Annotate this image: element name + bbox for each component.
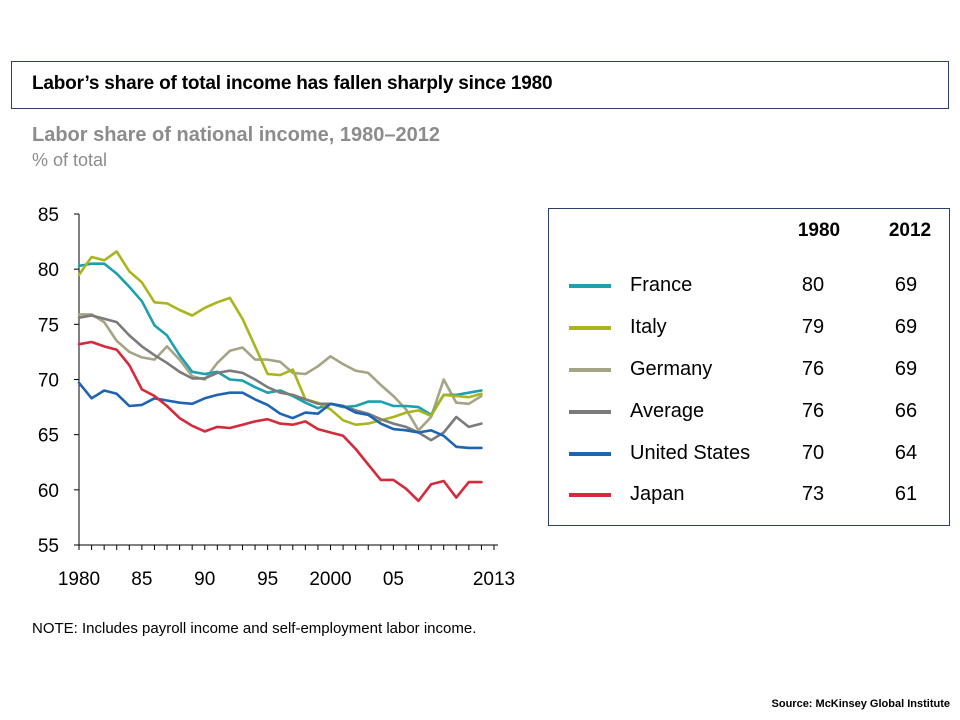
legend-swatch-germany	[569, 368, 611, 372]
legend-value-2012: 64	[894, 442, 918, 464]
legend-value-2012: 66	[894, 400, 918, 422]
legend-row-italy: Italy 79 69	[549, 313, 949, 343]
x-tick-label: 2013	[473, 569, 515, 590]
legend-value-1980: 80	[801, 274, 825, 296]
x-tick-label: 90	[194, 569, 215, 590]
legend-name: Germany	[630, 358, 713, 380]
series-line-japan	[77, 340, 483, 503]
legend-value-2012: 69	[894, 358, 918, 380]
x-tick-label: 95	[257, 569, 278, 590]
legend-table: 1980 2012 France 80 69 Italy 79 69 Germa…	[548, 208, 950, 526]
y-tick-label: 75	[38, 315, 59, 336]
legend-row-average: Average 76 66	[549, 397, 949, 427]
x-tick-label: 2000	[309, 569, 351, 590]
legend-name: France	[630, 274, 693, 296]
legend-swatch-italy	[569, 326, 611, 330]
legend-value-2012: 69	[894, 316, 918, 338]
chart-subtitle: % of total	[32, 150, 108, 170]
legend-row-united-states: United States 70 64	[549, 439, 949, 469]
series-line-germany	[77, 313, 483, 432]
legend-name: United States	[630, 442, 751, 464]
series-line-average	[77, 314, 483, 442]
legend-col-2012: 2012	[888, 220, 932, 241]
legend-name: Japan	[630, 483, 685, 505]
legend-swatch-united-states	[569, 452, 611, 456]
y-tick-label: 65	[38, 426, 59, 447]
y-tick-label: 70	[38, 371, 59, 392]
series-line-united-states	[77, 381, 483, 450]
legend-row-france: France 80 69	[549, 271, 949, 301]
legend-value-1980: 79	[801, 316, 825, 338]
y-tick-label: 85	[38, 205, 59, 226]
legend-value-1980: 76	[801, 358, 825, 380]
legend-name: Italy	[630, 316, 667, 338]
legend-row-germany: Germany 76 69	[549, 355, 949, 385]
chart-title: Labor share of national income, 1980–201…	[32, 124, 440, 146]
series-line-france	[77, 262, 483, 417]
legend-value-1980: 73	[801, 483, 825, 505]
legend-value-2012: 61	[894, 483, 918, 505]
series-line-italy	[77, 250, 483, 427]
legend-swatch-france	[569, 284, 611, 288]
y-tick-label: 60	[38, 481, 59, 502]
x-tick-label: 85	[131, 569, 152, 590]
legend-swatch-japan	[569, 493, 611, 497]
legend-value-1980: 70	[801, 442, 825, 464]
headline: Labor’s share of total income has fallen…	[32, 73, 553, 94]
legend-swatch-average	[569, 410, 611, 414]
y-tick-label: 55	[38, 536, 59, 557]
x-tick-label: 05	[383, 569, 404, 590]
legend-row-japan: Japan 73 61	[549, 480, 949, 510]
legend-value-2012: 69	[894, 274, 918, 296]
headline-box: Labor’s share of total income has fallen…	[11, 61, 949, 109]
legend-col-1980: 1980	[797, 220, 841, 241]
x-tick-label: 1980	[58, 569, 100, 590]
y-tick-label: 80	[38, 260, 59, 281]
legend-value-1980: 76	[801, 400, 825, 422]
source-credit: Source: McKinsey Global Institute	[771, 698, 950, 710]
chart-note: NOTE: Includes payroll income and self-e…	[32, 620, 477, 637]
legend-name: Average	[630, 400, 705, 422]
